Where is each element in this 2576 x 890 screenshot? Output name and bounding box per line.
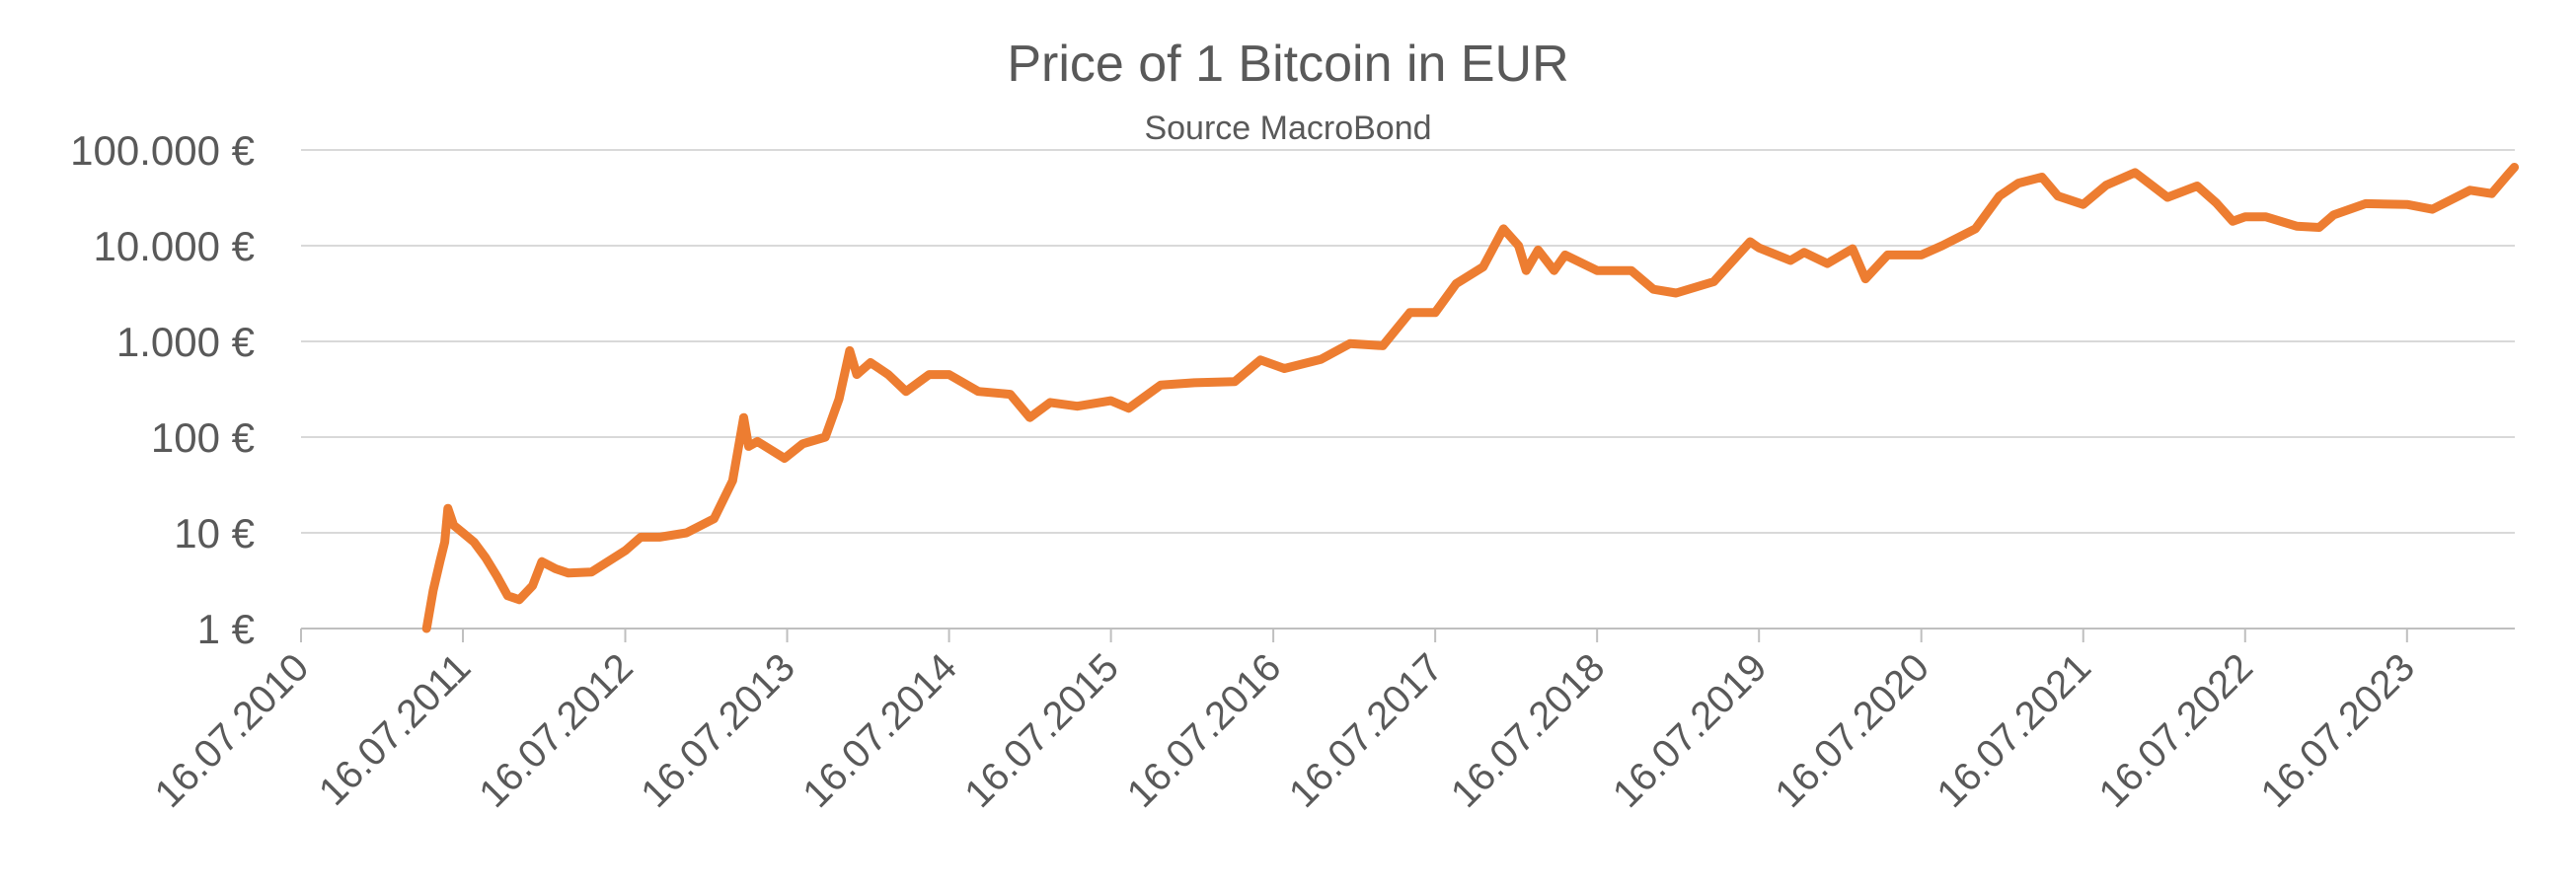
x-axis: 16.07.201016.07.201116.07.201216.07.2013… [147,628,2515,816]
chart-title: Price of 1 Bitcoin in EUR [1007,36,1568,93]
series-layer [421,163,2520,633]
x-tick-label: 16.07.2018 [1443,645,1614,816]
x-tick-label: 16.07.2017 [1281,645,1452,816]
x-tick-label: 16.07.2021 [1929,645,2099,816]
y-tick-label: 1.000 € [116,319,255,365]
y-tick-label: 10.000 € [94,223,256,269]
x-tick-label: 16.07.2013 [633,645,803,816]
y-tick-label: 100.000 € [70,127,255,174]
x-tick-label: 16.07.2012 [471,645,642,816]
y-tick-label: 1 € [197,606,255,652]
x-tick-label: 16.07.2010 [147,645,318,816]
x-tick-label: 16.07.2022 [2090,645,2261,816]
x-tick-label: 16.07.2016 [1119,645,1290,816]
gridlines [301,149,2515,534]
y-tick-label: 10 € [174,510,255,556]
x-tick-label: 16.07.2020 [1767,645,1937,816]
x-tick-label: 16.07.2011 [311,645,480,814]
x-tick-label: 16.07.2015 [956,645,1127,816]
price-series-line [421,163,2520,633]
x-tick-label: 16.07.2023 [2252,645,2423,816]
y-tick-label: 100 € [151,414,255,461]
chart-subtitle: Source MacroBond [1144,110,1431,147]
x-tick-label: 16.07.2014 [795,645,965,816]
x-tick-label: 16.07.2019 [1605,645,1776,816]
y-axis-ticks: 1 € 10 € 100 € 1.000 € 10.000 € 100.000 € [70,127,255,652]
